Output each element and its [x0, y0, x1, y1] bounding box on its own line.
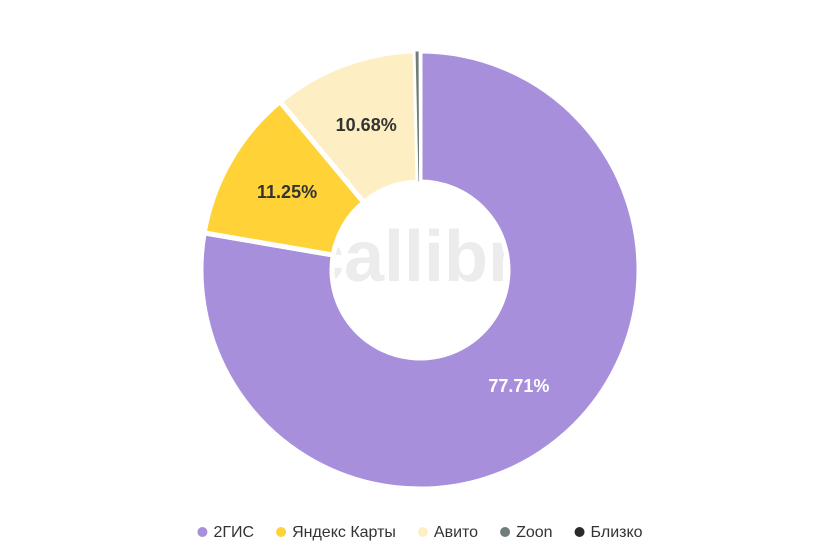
data-label: 11.25%	[257, 182, 317, 202]
legend-label: Zoon	[516, 524, 552, 541]
slice	[201, 99, 367, 258]
slice	[198, 48, 642, 492]
legend-marker	[197, 527, 208, 537]
legend-marker	[500, 527, 511, 537]
legend-marker	[276, 527, 287, 537]
legend-label: 2ГИС	[213, 524, 254, 541]
data-label: 10.68%	[336, 115, 397, 135]
data-label: 77.71%	[488, 376, 549, 396]
legend-label: Яндекс Карты	[292, 524, 396, 541]
slice	[418, 50, 421, 183]
legend-marker	[574, 527, 585, 537]
legend-label: Авито	[434, 524, 478, 541]
legend-label: Близко	[591, 524, 643, 541]
legend-marker	[417, 527, 428, 537]
